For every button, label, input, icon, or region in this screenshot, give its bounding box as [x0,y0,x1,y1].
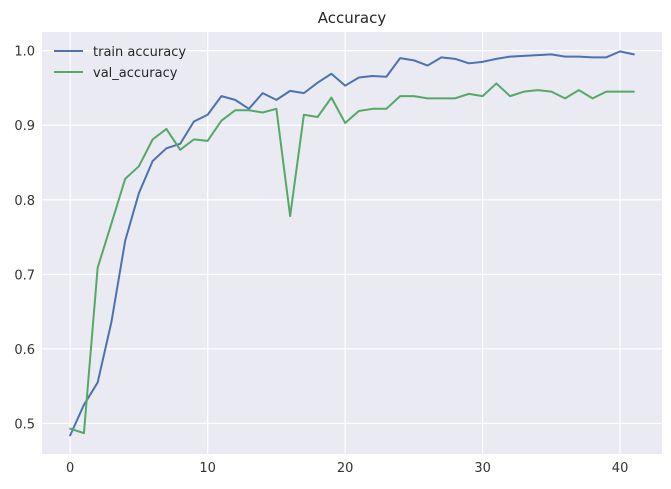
series-lines [69,50,635,437]
y-tick-label: 0.9 [14,119,35,134]
series-line-val-accuracy [69,82,635,435]
y-tick-label: 0.7 [14,268,35,283]
legend: train accuracy val_accuracy [54,45,186,81]
y-axis-ticks: 0.5 0.6 0.7 0.8 0.9 1.0 [14,45,35,433]
x-tick-label: 40 [612,461,629,476]
plot-background [42,32,662,454]
x-tick-label: 30 [474,461,491,476]
x-tick-label: 0 [66,461,74,476]
x-tick-label: 10 [199,461,216,476]
legend-label: val_accuracy [93,66,178,81]
grid [42,32,662,454]
y-tick-label: 0.8 [14,194,35,209]
y-tick-label: 0.6 [14,343,35,358]
y-tick-label: 1.0 [14,45,35,60]
y-tick-label: 0.5 [14,417,35,432]
x-axis-ticks: 0 10 20 30 40 [66,461,628,476]
legend-label: train accuracy [93,45,186,60]
x-tick-label: 20 [337,461,354,476]
chart-title: Accuracy [318,9,387,27]
series-line-train-accuracy [69,50,635,437]
